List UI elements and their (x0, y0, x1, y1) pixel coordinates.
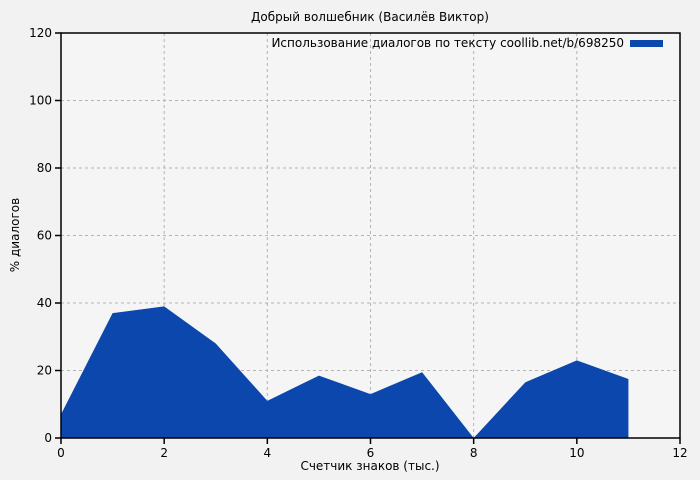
y-tick-label: 20 (37, 364, 52, 378)
dialog-usage-area (61, 306, 629, 438)
x-tick-label: 2 (160, 446, 168, 460)
plot-border (60, 32, 681, 439)
y-tick-label: 0 (44, 431, 52, 445)
x-tick-label: 6 (367, 446, 375, 460)
axis-ticks (55, 32, 681, 444)
chart-title: Добрый волшебник (Василёв Виктор) (251, 10, 489, 24)
y-tick-label: 80 (37, 161, 52, 175)
x-tick-label: 10 (569, 446, 584, 460)
x-tick-label: 0 (57, 446, 65, 460)
legend: Использование диалогов по тексту coollib… (271, 36, 663, 50)
y-tick-label: 60 (37, 229, 52, 243)
x-axis-label: Счетчик знаков (тыс.) (300, 459, 439, 473)
x-tick-label: 4 (264, 446, 272, 460)
y-tick-label: 120 (29, 26, 52, 40)
y-tick-label: 40 (37, 296, 52, 310)
y-axis-label: % диалогов (8, 198, 22, 272)
y-tick-label: 100 (29, 94, 52, 108)
x-tick-label: 8 (470, 446, 478, 460)
legend-label: Использование диалогов по тексту coollib… (271, 36, 624, 50)
area-series (61, 306, 629, 438)
legend-swatch (630, 40, 663, 47)
x-tick-label: 12 (672, 446, 687, 460)
